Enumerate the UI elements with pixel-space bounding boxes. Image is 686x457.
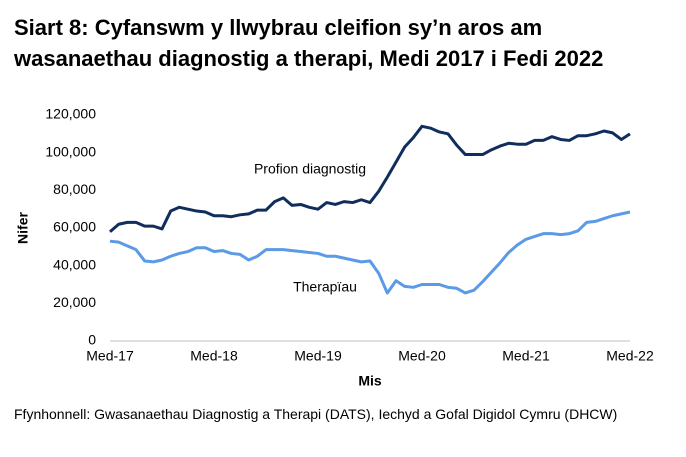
x-tick-label: Med-20 <box>398 348 446 364</box>
chart-title: Siart 8: Cyfanswm y llwybrau cleifion sy… <box>14 15 604 71</box>
y-tick-label: 40,000 <box>53 256 96 272</box>
x-tick-label: Med-17 <box>86 348 134 364</box>
series-label: Profion diagnostig <box>254 161 366 177</box>
y-axis-label: Nifer <box>15 212 31 244</box>
x-tick-label: Med-22 <box>606 348 654 364</box>
x-tick-label: Med-21 <box>502 348 550 364</box>
y-tick-label: 20,000 <box>53 294 96 310</box>
source-note: Ffynhonnell: Gwasanaethau Diagnostig a T… <box>14 406 618 422</box>
series-label: Therapïau <box>293 279 357 295</box>
x-tick-label: Med-18 <box>190 348 238 364</box>
y-tick-label: 100,000 <box>45 143 96 159</box>
y-tick-label: 60,000 <box>53 219 96 235</box>
y-tick-label: 0 <box>88 332 96 348</box>
series-line <box>109 124 631 233</box>
y-tick-label: 120,000 <box>45 106 96 122</box>
series-line <box>109 210 631 295</box>
x-tick-label: Med-19 <box>294 348 342 364</box>
x-axis-label: Mis <box>358 373 382 389</box>
chart: Nifer Mis 0 20,000 40,000 60,000 80,000 100,0… <box>15 106 654 389</box>
y-tick-label: 80,000 <box>53 181 96 197</box>
